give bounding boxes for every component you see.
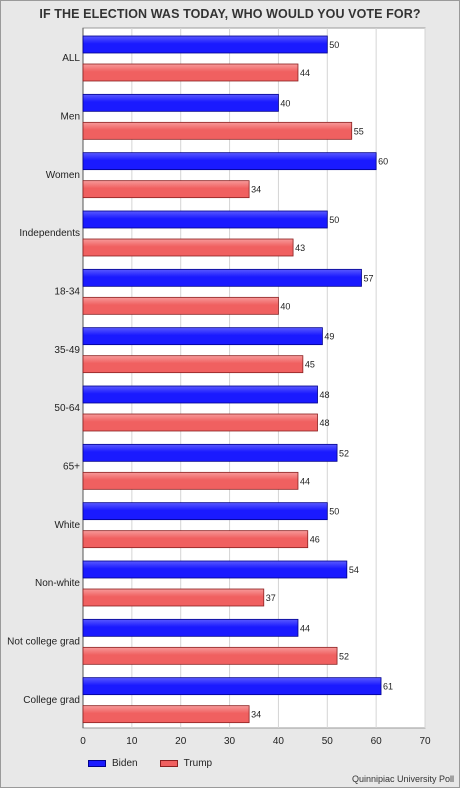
bar-trump-65 — [82, 471, 299, 490]
data-label-trump-women: 34 — [251, 185, 261, 195]
bar-biden-white — [82, 502, 328, 521]
x-tick-10: 10 — [126, 736, 138, 747]
data-label-biden-35-49: 49 — [324, 332, 334, 342]
bar-biden-independents — [82, 210, 328, 229]
data-label-biden-white: 50 — [329, 507, 339, 517]
bars — [82, 35, 382, 724]
bar-trump-not-college-grad — [82, 646, 338, 665]
category-label-not-college-grad: Not college grad — [7, 637, 80, 648]
bar-trump-35-49 — [82, 355, 304, 374]
bar-biden-women — [82, 152, 377, 171]
category-label-65: 65+ — [63, 462, 80, 473]
data-label-biden-college-grad: 61 — [383, 682, 393, 692]
data-label-trump-non-white: 37 — [266, 593, 276, 603]
x-tick-0: 0 — [80, 736, 86, 747]
category-label-college-grad: College grad — [23, 695, 80, 706]
data-label-trump-not-college-grad: 52 — [339, 651, 349, 661]
bar-biden-non-white — [82, 560, 348, 579]
x-tick-60: 60 — [371, 736, 383, 747]
bar-trump-50-64 — [82, 413, 318, 432]
bar-trump-college-grad — [82, 705, 250, 724]
category-label-non-white: Non-white — [35, 578, 80, 589]
x-tick-20: 20 — [175, 736, 187, 747]
data-label-trump-independents: 43 — [295, 243, 305, 253]
bar-biden-men — [82, 93, 279, 112]
bar-trump-white — [82, 530, 309, 549]
source-note: Quinnipiac University Poll — [351, 774, 454, 784]
legend-label-trump: Trump — [183, 758, 213, 769]
category-label-all: ALL — [62, 53, 80, 64]
legend-swatch-trump — [159, 760, 178, 767]
bar-biden-college-grad — [82, 677, 382, 696]
legend: Biden Trump — [88, 758, 212, 769]
bar-biden-65 — [82, 443, 338, 462]
data-label-trump-50-64: 48 — [320, 418, 330, 428]
data-label-trump-men: 55 — [354, 126, 364, 136]
data-label-biden-not-college-grad: 44 — [300, 623, 310, 633]
bar-trump-non-white — [82, 588, 265, 607]
data-label-biden-non-white: 54 — [349, 565, 359, 575]
data-label-trump-all: 44 — [300, 68, 310, 78]
legend-label-biden: Biden — [112, 758, 138, 769]
data-label-trump-college-grad: 34 — [251, 710, 261, 720]
bar-trump-independents — [82, 238, 294, 257]
gridlines — [82, 28, 426, 728]
bar-trump-18-34 — [82, 296, 279, 315]
x-tick-labels: 0 10 20 30 40 50 60 70 — [80, 736, 431, 747]
category-label-white: White — [54, 520, 80, 531]
data-label-biden-18-34: 57 — [363, 273, 373, 283]
category-labels: ALL Men Women Independents 18-34 35-49 50-64 65… — [7, 53, 80, 706]
category-label-35-49: 35-49 — [54, 345, 80, 356]
category-label-18-34: 18-34 — [54, 287, 80, 298]
data-label-trump-white: 46 — [310, 535, 320, 545]
bar-trump-all — [82, 63, 299, 82]
bar-trump-men — [82, 121, 353, 140]
category-label-50-64: 50-64 — [54, 403, 80, 414]
bar-biden-35-49 — [82, 327, 323, 346]
chart-title: IF THE ELECTION WAS TODAY, WHO WOULD YOU… — [39, 7, 421, 21]
bar-biden-50-64 — [82, 385, 318, 404]
data-label-trump-35-49: 45 — [305, 360, 315, 370]
x-tick-50: 50 — [322, 736, 334, 747]
plot-area — [82, 27, 426, 729]
category-label-men: Men — [61, 112, 80, 123]
bar-biden-all — [82, 35, 328, 54]
data-label-biden-women: 60 — [378, 157, 388, 167]
data-label-trump-18-34: 40 — [280, 301, 290, 311]
data-label-biden-all: 50 — [329, 40, 339, 50]
data-label-biden-men: 40 — [280, 98, 290, 108]
category-label-independents: Independents — [19, 228, 80, 239]
legend-item-trump: Trump — [159, 758, 213, 769]
legend-item-biden: Biden — [88, 758, 138, 769]
bar-trump-women — [82, 180, 250, 199]
legend-swatch-biden — [88, 760, 106, 767]
data-labels: 50 44 40 55 60 34 50 43 57 40 49 45 48 48 52 44 50 46 54 37… — [251, 40, 393, 720]
data-label-biden-50-64: 48 — [320, 390, 330, 400]
data-label-trump-65: 44 — [300, 476, 310, 486]
bar-biden-not-college-grad — [82, 618, 299, 637]
bar-biden-18-34 — [82, 268, 362, 287]
data-label-biden-65: 52 — [339, 448, 349, 458]
x-tick-70: 70 — [419, 736, 431, 747]
data-label-biden-independents: 50 — [329, 215, 339, 225]
x-tick-40: 40 — [273, 736, 285, 747]
category-label-women: Women — [46, 170, 80, 181]
x-tick-30: 30 — [224, 736, 236, 747]
